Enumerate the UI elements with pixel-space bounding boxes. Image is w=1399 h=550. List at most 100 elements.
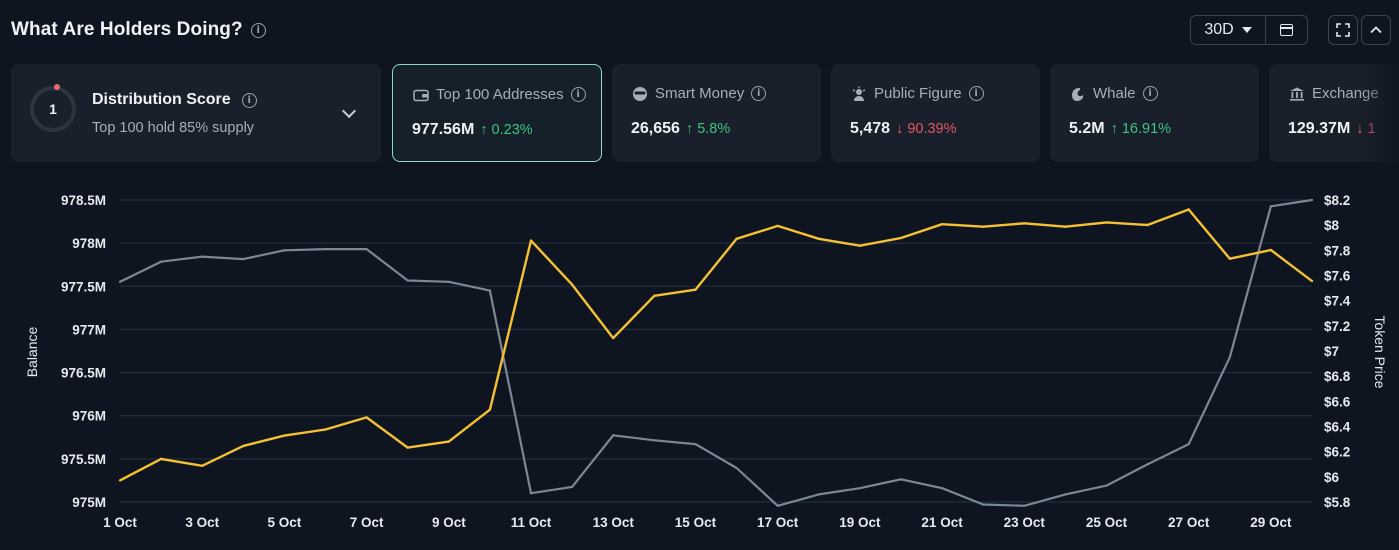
price-point xyxy=(1064,493,1067,496)
balance-point xyxy=(242,444,245,448)
y-tick-label-left: 976M xyxy=(72,409,106,424)
price-point xyxy=(406,279,409,282)
x-tick-label: 9 Oct xyxy=(432,515,466,530)
y-tick-label-right: $6 xyxy=(1324,470,1340,485)
balance-point xyxy=(653,294,656,297)
chart-points xyxy=(118,198,1314,507)
sunglasses-icon xyxy=(632,86,648,102)
info-icon[interactable]: i xyxy=(570,87,586,102)
x-tick-label: 29 Oct xyxy=(1250,515,1292,530)
info-icon[interactable]: i xyxy=(751,86,767,101)
holder-cards: 1 Distribution Score i Top 100 hold 85% … xyxy=(11,64,1399,162)
price-point xyxy=(1310,198,1314,202)
balance-point xyxy=(118,479,122,482)
card-smart-money[interactable]: Smart Money i 26,656 ↑ 5.8% xyxy=(612,64,821,162)
info-icon[interactable]: i xyxy=(968,86,984,101)
whale-icon xyxy=(1070,86,1086,102)
y-tick-label-right: $7.4 xyxy=(1324,294,1351,309)
price-point xyxy=(365,247,368,251)
section-header: What Are Holders Doing? i xyxy=(11,14,266,46)
x-tick-label: 23 Oct xyxy=(1004,515,1046,530)
card-label: Public Figure i xyxy=(851,85,984,102)
x-tick-label: 1 Oct xyxy=(103,515,137,530)
y-tick-label-left: 975.5M xyxy=(61,452,106,467)
x-tick-label: 17 Oct xyxy=(757,515,799,530)
balance-point xyxy=(735,237,738,241)
period-dropdown[interactable]: 30D xyxy=(1191,16,1266,44)
expand-icon xyxy=(1336,23,1350,37)
y-tick-label-left: 975M xyxy=(72,495,106,510)
price-point xyxy=(1187,442,1190,446)
balance-point xyxy=(406,446,409,449)
balance-point xyxy=(1023,222,1026,225)
card-change: ↑ 0.23% xyxy=(480,122,533,138)
distribution-title-text: Distribution Score xyxy=(92,91,231,108)
info-icon[interactable]: i xyxy=(241,92,257,108)
y-tick-label-right: $6.4 xyxy=(1324,420,1351,435)
card-value-row: 5,478 ↓ 90.39% xyxy=(850,120,957,138)
period-selector: 30D xyxy=(1190,15,1308,45)
x-tick-label: 25 Oct xyxy=(1086,515,1128,530)
price-point xyxy=(570,485,574,489)
price-point xyxy=(283,249,286,252)
balance-point xyxy=(1310,279,1314,283)
balance-point xyxy=(488,408,492,411)
person-icon xyxy=(851,86,867,102)
card-top-100-addresses[interactable]: Top 100 Addresses i 977.56M ↑ 0.23% xyxy=(392,64,602,162)
price-point xyxy=(612,434,615,437)
card-label: Whale i xyxy=(1070,85,1158,102)
x-tick-label: 13 Oct xyxy=(593,515,635,530)
card-value-row: 26,656 ↑ 5.8% xyxy=(631,120,730,138)
fullscreen-button[interactable] xyxy=(1328,15,1358,45)
right-axis: $5.8 $6 $6.2 $6.4 $6.6 $6.8 $7 $7.2 $7.4 $7.6 $7.8… xyxy=(1324,193,1351,510)
distribution-title: Distribution Score i xyxy=(92,91,257,109)
balance-point xyxy=(1187,208,1190,211)
card-label: Top 100 Addresses i xyxy=(413,86,586,103)
balance-point xyxy=(1105,221,1108,224)
score-indicator xyxy=(54,84,60,90)
balance-point xyxy=(940,222,944,226)
price-point xyxy=(447,280,451,283)
price-point xyxy=(858,486,862,490)
x-tick-label: 11 Oct xyxy=(511,515,552,530)
y-tick-label-right: $6.2 xyxy=(1324,445,1350,460)
y-tick-label-right: $7 xyxy=(1324,344,1339,359)
price-point xyxy=(694,442,697,446)
price-point xyxy=(981,503,985,506)
card-change: ↓ 90.39% xyxy=(896,121,957,137)
distribution-subtitle: Top 100 hold 85% supply xyxy=(92,120,255,136)
balance-point xyxy=(365,416,368,419)
balance-point xyxy=(529,239,533,242)
collapse-button[interactable] xyxy=(1361,15,1391,45)
distribution-score-card[interactable]: 1 Distribution Score i Top 100 hold 85% … xyxy=(11,64,381,162)
price-point xyxy=(1023,504,1026,507)
x-tick-label: 15 Oct xyxy=(675,515,717,530)
balance-point xyxy=(981,225,985,228)
y-axis-label-right: Token Price xyxy=(1372,315,1388,388)
card-value: 977.56M xyxy=(412,121,475,138)
x-tick-label: 27 Oct xyxy=(1168,515,1210,530)
card-value-row: 5.2M ↑ 16.91% xyxy=(1069,120,1171,138)
info-icon[interactable]: i xyxy=(1142,86,1158,101)
card-public-figure[interactable]: Public Figure i 5,478 ↓ 90.39% xyxy=(831,64,1040,162)
balance-point xyxy=(858,244,862,247)
y-tick-label-right: $6.6 xyxy=(1324,394,1351,409)
info-icon[interactable]: i xyxy=(250,22,266,38)
y-tick-label-left: 978M xyxy=(72,236,106,251)
chart-grid xyxy=(120,199,1312,503)
price-point xyxy=(776,504,779,507)
balance-point xyxy=(817,237,820,241)
score-value: 1 xyxy=(49,101,57,117)
calendar-button[interactable] xyxy=(1266,16,1307,44)
y-tick-label-right: $6.8 xyxy=(1324,369,1351,384)
card-whale[interactable]: Whale i 5.2M ↑ 16.91% xyxy=(1050,64,1259,162)
balance-point xyxy=(1146,223,1149,227)
balance-point xyxy=(1269,248,1273,252)
chevron-down-icon[interactable] xyxy=(341,103,357,119)
calendar-icon xyxy=(1280,24,1293,36)
price-point xyxy=(1146,463,1149,466)
card-label-text: Whale xyxy=(1093,85,1136,102)
card-value: 26,656 xyxy=(631,120,680,137)
balance-point xyxy=(1064,225,1067,228)
price-point xyxy=(817,493,820,496)
